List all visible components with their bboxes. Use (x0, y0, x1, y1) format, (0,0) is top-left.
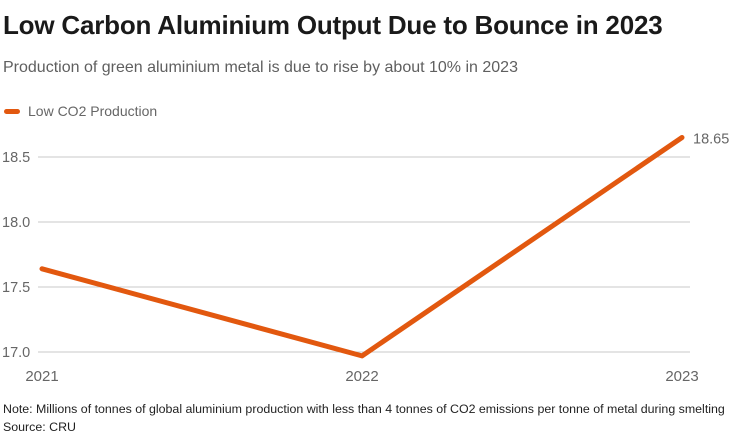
footnote: Note: Millions of tonnes of global alumi… (3, 402, 725, 416)
y-tick-label: 17.5 (2, 280, 30, 296)
series-line (39, 135, 685, 359)
y-tick-label: 18.5 (2, 150, 30, 166)
line-chart-svg: 17.0 17.5 18.0 18.5 2021 2022 2023 18.65 (2, 132, 729, 386)
end-value-label: 18.65 (693, 132, 729, 148)
x-tick-label: 2022 (345, 368, 378, 385)
chart-subtitle: Production of green aluminium metal is d… (3, 59, 518, 76)
legend: Low CO2 Production (4, 103, 157, 119)
legend-label: Low CO2 Production (28, 103, 158, 119)
x-tick-label: 2021 (25, 368, 58, 385)
legend-swatch-icon (4, 108, 20, 114)
y-tick-label: 17.0 (2, 345, 30, 361)
x-tick-label: 2023 (665, 368, 698, 385)
source-line: Source: CRU (3, 420, 76, 434)
chart-title: Low Carbon Aluminium Output Due to Bounc… (3, 10, 663, 40)
y-tick-label: 18.0 (2, 215, 30, 231)
